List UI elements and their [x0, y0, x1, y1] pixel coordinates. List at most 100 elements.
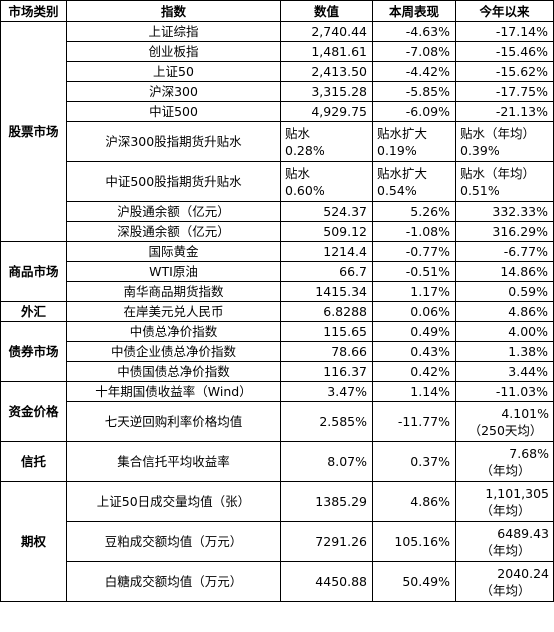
ytd-change: 4.101% （250天均）: [455, 401, 554, 442]
category-money: 资金价格: [0, 381, 67, 442]
index-name: 中债国债总净价指数: [66, 361, 281, 382]
table-row: 中证500 4,929.75 -6.09% -21.13%: [1, 101, 554, 122]
index-name: 上证50日成交量均值（张）: [66, 481, 281, 522]
header-ytd: 今年以来: [455, 0, 554, 22]
index-name: 中证500: [66, 101, 281, 122]
ytd-change: -6.77%: [455, 241, 554, 262]
index-name: WTI原油: [66, 261, 281, 282]
ytd-line-1: 贴水（年均）: [460, 125, 536, 141]
table-row: 创业板指 1,481.61 -7.08% -15.46%: [1, 41, 554, 62]
week-line-1: 贴水扩大: [377, 125, 428, 141]
index-value: 116.37: [280, 361, 373, 382]
table-row: 深股通余额（亿元） 509.12 -1.08% 316.29%: [1, 221, 554, 242]
category-stock: 股票市场: [0, 21, 67, 242]
week-line-2: 0.54%: [377, 182, 417, 198]
week-change: -6.09%: [372, 101, 456, 122]
ytd-change: 7.68% （年均）: [455, 441, 554, 482]
ytd-change: 14.86%: [455, 261, 554, 282]
index-name: 白糖成交额均值（万元）: [66, 561, 281, 602]
week-change: 1.17%: [372, 281, 456, 302]
index-value: 1415.34: [280, 281, 373, 302]
index-name: 沪深300: [66, 81, 281, 102]
category-bond: 债券市场: [0, 321, 67, 382]
week-change: 5.26%: [372, 201, 456, 222]
ytd-line-1: 1,101,305: [485, 485, 549, 501]
ytd-line-1: 4.101%: [501, 405, 549, 421]
value-line-1: 贴水: [285, 125, 311, 141]
ytd-change: -17.14%: [455, 21, 554, 42]
category-trust: 信托: [0, 441, 67, 482]
week-change: 0.37%: [372, 441, 456, 482]
week-change: 0.43%: [372, 341, 456, 362]
week-change: 贴水扩大 0.54%: [372, 161, 456, 202]
index-value: 1,481.61: [280, 41, 373, 62]
table-row: WTI原油 66.7 -0.51% 14.86%: [1, 261, 554, 282]
table-row: 沪股通余额（亿元） 524.37 5.26% 332.33%: [1, 201, 554, 222]
week-change: 0.06%: [372, 301, 456, 322]
table-row: 期权 上证50日成交量均值（张） 1385.29 4.86% 1,101,305…: [0, 481, 554, 602]
table-row: 股票市场 上证综指 2,740.44 -4.63% -17.14%: [0, 21, 554, 242]
ytd-change: 贴水（年均） 0.51%: [455, 161, 554, 202]
table-row: 中证500股指期货升贴水 贴水 0.60% 贴水扩大 0.54% 贴水（年均） …: [1, 161, 554, 202]
ytd-change: 1.38%: [455, 341, 554, 362]
ytd-change: -21.13%: [455, 101, 554, 122]
table-header-row: 市场类别 指数 数值 本周表现 今年以来: [0, 0, 554, 22]
table-row: 中债企业债总净价指数 78.66 0.43% 1.38%: [1, 341, 554, 362]
ytd-line-2: （年均）: [480, 462, 531, 478]
index-value: 贴水 0.28%: [280, 121, 373, 162]
week-change: 4.86%: [372, 481, 456, 522]
index-value: 524.37: [280, 201, 373, 222]
week-change: -1.08%: [372, 221, 456, 242]
table-row: 商品市场 国际黄金 1214.4 -0.77% -6.77%: [0, 241, 554, 302]
week-change: -11.77%: [372, 401, 456, 442]
table-row: 资金价格 十年期国债收益率（Wind） 3.47% 1.14% -11.03%: [0, 381, 554, 442]
index-value: 115.65: [280, 321, 373, 342]
week-change: -7.08%: [372, 41, 456, 62]
index-name: 沪股通余额（亿元）: [66, 201, 281, 222]
ytd-change: 1,101,305 （年均）: [455, 481, 554, 522]
index-name: 上证综指: [66, 21, 281, 42]
index-name: 国际黄金: [66, 241, 281, 262]
week-change: 50.49%: [372, 561, 456, 602]
week-change: -0.51%: [372, 261, 456, 282]
week-change: 105.16%: [372, 521, 456, 562]
week-change: 0.49%: [372, 321, 456, 342]
ytd-change: -15.46%: [455, 41, 554, 62]
index-value: 2,740.44: [280, 21, 373, 42]
ytd-change: 0.59%: [455, 281, 554, 302]
ytd-change: -17.75%: [455, 81, 554, 102]
week-change: 贴水扩大 0.19%: [372, 121, 456, 162]
index-value: 7291.26: [280, 521, 373, 562]
index-value: 4,929.75: [280, 101, 373, 122]
header-value: 数值: [280, 0, 373, 22]
index-value: 3,315.28: [280, 81, 373, 102]
index-name: 十年期国债收益率（Wind）: [66, 381, 281, 402]
ytd-line-2: 0.51%: [460, 182, 500, 198]
week-line-1: 贴水扩大: [377, 165, 428, 181]
table-row: 外汇 在岸美元兑人民币 6.8288 0.06% 4.86%: [0, 301, 554, 322]
index-name: 创业板指: [66, 41, 281, 62]
index-name: 深股通余额（亿元）: [66, 221, 281, 242]
category-commodity: 商品市场: [0, 241, 67, 302]
index-name: 中债企业债总净价指数: [66, 341, 281, 362]
index-value: 78.66: [280, 341, 373, 362]
ytd-change: 2040.24 （年均）: [455, 561, 554, 602]
index-value: 6.8288: [280, 301, 373, 322]
index-name: 豆粕成交额均值（万元）: [66, 521, 281, 562]
header-category: 市场类别: [0, 0, 67, 22]
week-change: -5.85%: [372, 81, 456, 102]
index-name: 在岸美元兑人民币: [66, 301, 281, 322]
value-line-2: 0.28%: [285, 142, 325, 158]
table-row: 沪深300 3,315.28 -5.85% -17.75%: [1, 81, 554, 102]
index-value: 66.7: [280, 261, 373, 282]
index-value: 2.585%: [280, 401, 373, 442]
ytd-line-1: 6489.43: [497, 525, 549, 541]
index-value: 2,413.50: [280, 61, 373, 82]
table-row: 豆粕成交额均值（万元） 7291.26 105.16% 6489.43 （年均）: [1, 521, 554, 562]
ytd-line-2: （年均）: [480, 502, 531, 518]
category-fx: 外汇: [0, 301, 67, 322]
week-change: -4.42%: [372, 61, 456, 82]
week-change: -0.77%: [372, 241, 456, 262]
table-row: 南华商品期货指数 1415.34 1.17% 0.59%: [1, 281, 554, 302]
ytd-line-1: 贴水（年均）: [460, 165, 536, 181]
